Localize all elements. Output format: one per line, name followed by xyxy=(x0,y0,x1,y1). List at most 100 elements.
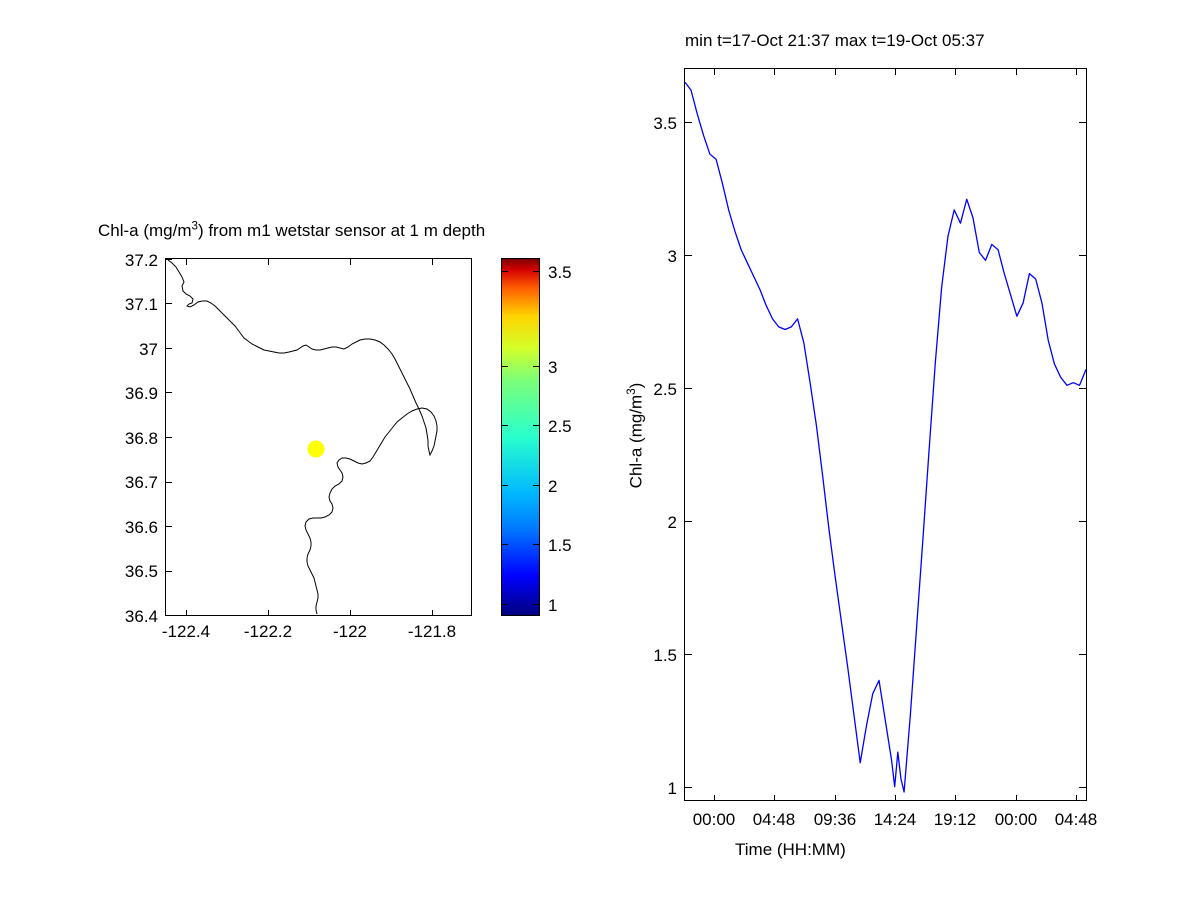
timeseries-plot-area xyxy=(684,81,1087,793)
map-xtick-1 xyxy=(268,610,269,616)
timeseries-axes xyxy=(684,68,1087,801)
map-ytick-label-36_9: 36.9 xyxy=(124,384,158,403)
map-ytick-5 xyxy=(166,392,172,393)
ts-ytick-1 xyxy=(685,787,692,788)
map-xtick-label-3: -121.8 xyxy=(407,622,457,641)
map-ytick-label-36_4: 36.4 xyxy=(124,607,158,626)
ts-xtick-label-2: 09:36 xyxy=(813,810,857,829)
ts-ytick-label-3_5: 3.5 xyxy=(653,114,677,133)
timeseries-title: min t=17-Oct 21:37 max t=19-Oct 05:37 xyxy=(685,31,985,50)
colorbar-tick-3 xyxy=(502,366,508,367)
ts-ytick-r-2_5 xyxy=(1079,388,1086,389)
ts-ytick-r-3_5 xyxy=(1079,122,1086,123)
ts-ytick-r-1 xyxy=(1079,787,1086,788)
map-xtick-label-0: -122.4 xyxy=(161,622,211,641)
map-ytick-label-37: 37 xyxy=(139,340,158,359)
ts-ytick-label-1: 1 xyxy=(667,779,677,798)
ts-ytick-label-2_5: 2.5 xyxy=(653,380,677,399)
ts-yaxis-label-head: Chl-a (mg/m xyxy=(626,394,646,489)
ts-ytick-2_5 xyxy=(685,388,692,389)
colorbar-tick-2 xyxy=(502,485,508,486)
map-panel-title: Chl-a (mg/m3) from m1 wetstar sensor at … xyxy=(98,220,486,240)
map-xtick-top-2 xyxy=(350,259,351,265)
ts-ytick-label-1_5: 1.5 xyxy=(653,646,677,665)
map-xtick-label-2: -122 xyxy=(332,622,368,641)
map-xtick-top-1 xyxy=(268,259,269,265)
map-ytick-1 xyxy=(166,571,172,572)
chl-a-line xyxy=(684,81,1087,793)
colorbar-tick-r-2_5 xyxy=(533,425,539,426)
colorbar-tick-r-2 xyxy=(533,485,539,486)
colorbar-label-2: 2 xyxy=(548,477,558,496)
map-ytick-label-36_5: 36.5 xyxy=(124,562,158,581)
colorbar-label-3_5: 3.5 xyxy=(548,263,572,282)
ts-xtick-6 xyxy=(1076,795,1077,801)
ts-ytick-r-2 xyxy=(1079,521,1086,522)
colorbar-tick-r-1 xyxy=(533,604,539,605)
ts-ytick-label-2: 2 xyxy=(667,513,677,532)
map-ytick-8 xyxy=(166,259,172,260)
map-xtick-3 xyxy=(432,610,433,616)
ts-xtick-3 xyxy=(895,795,896,801)
ts-xtick-top-4 xyxy=(955,69,956,75)
ts-xtick-5 xyxy=(1016,795,1017,801)
map-xtick-2 xyxy=(350,610,351,616)
ts-xtick-label-1: 04:48 xyxy=(752,810,796,829)
ts-xtick-top-0 xyxy=(714,69,715,75)
ts-xtick-label-0: 00:00 xyxy=(692,810,736,829)
map-title-exponent: 3 xyxy=(191,220,198,233)
colorbar-label-2_5: 2.5 xyxy=(548,417,572,436)
colorbar-tick-r-3_5 xyxy=(533,271,539,272)
map-ytick-label-36_7: 36.7 xyxy=(124,473,158,492)
colorbar-tick-3_5 xyxy=(502,271,508,272)
map-contents xyxy=(167,259,438,615)
map-ytick-3 xyxy=(166,482,172,483)
map-ytick-0 xyxy=(166,615,172,616)
ts-xaxis-label: Time (HH:MM) xyxy=(735,840,846,859)
ts-xtick-top-1 xyxy=(774,69,775,75)
ts-ytick-2 xyxy=(685,521,692,522)
ts-yaxis-label-exponent: 3 xyxy=(625,388,638,395)
ts-xtick-label-6: 04:48 xyxy=(1054,810,1098,829)
map-ytick-label-37_2: 37.2 xyxy=(124,251,158,270)
map-xtick-0 xyxy=(186,610,187,616)
map-ytick-6 xyxy=(166,348,172,349)
map-ytick-label-36_6: 36.6 xyxy=(124,518,158,537)
map-ytick-label-37_1: 37.1 xyxy=(124,295,158,314)
ts-ytick-3_5 xyxy=(685,122,692,123)
ts-ytick-label-3: 3 xyxy=(667,247,677,266)
colorbar xyxy=(501,258,540,616)
map-ytick-label-36_8: 36.8 xyxy=(124,429,158,448)
ts-xtick-0 xyxy=(714,795,715,801)
colorbar-tick-r-3 xyxy=(533,366,539,367)
map-title-tail: ) from m1 wetstar sensor at 1 m depth xyxy=(197,221,486,240)
ts-yaxis-label-tail: ) xyxy=(626,382,646,389)
map-title-head: Chl-a (mg/m xyxy=(98,221,192,240)
ts-ytick-3 xyxy=(685,255,692,256)
colorbar-tick-1 xyxy=(502,604,508,605)
colorbar-tick-1_5 xyxy=(502,544,508,545)
ts-yaxis-label: Chl-a (mg/m3) xyxy=(625,336,646,536)
colorbar-tick-2_5 xyxy=(502,425,508,426)
ts-xtick-top-3 xyxy=(895,69,896,75)
map-ytick-7 xyxy=(166,303,172,304)
m1-site-marker xyxy=(307,440,325,458)
ts-xtick-1 xyxy=(774,795,775,801)
ts-xtick-top-6 xyxy=(1076,69,1077,75)
ts-ytick-r-3 xyxy=(1079,255,1086,256)
ts-ytick-r-1_5 xyxy=(1079,654,1086,655)
map-xtick-top-3 xyxy=(432,259,433,265)
ts-xtick-2 xyxy=(835,795,836,801)
ts-xtick-4 xyxy=(955,795,956,801)
colorbar-label-1_5: 1.5 xyxy=(548,536,572,555)
coastline-path xyxy=(167,259,438,615)
ts-xtick-top-2 xyxy=(835,69,836,75)
map-axes xyxy=(165,258,472,616)
map-ytick-2 xyxy=(166,526,172,527)
colorbar-label-1: 1 xyxy=(548,596,558,615)
ts-xtick-label-4: 19:12 xyxy=(933,810,977,829)
colorbar-tick-r-1_5 xyxy=(533,544,539,545)
ts-xtick-label-3: 14:24 xyxy=(873,810,917,829)
colorbar-label-3: 3 xyxy=(548,358,558,377)
